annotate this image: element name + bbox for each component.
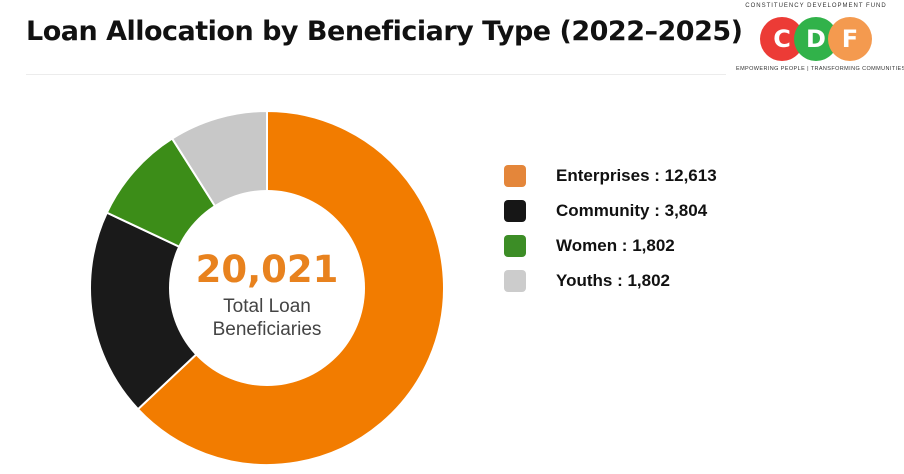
logo-top-text: CONSTITUENCY DEVELOPMENT FUND — [745, 3, 887, 9]
legend-value-enterprises: 12,613 — [664, 166, 717, 185]
legend-swatch-community — [504, 200, 526, 222]
legend-label-women: Women — [556, 236, 618, 255]
legend-value-youths: 1,802 — [627, 271, 671, 290]
legend-swatch-youths — [504, 270, 526, 292]
legend-label-community: Community — [556, 201, 650, 220]
page-title: Loan Allocation by Beneficiary Type (202… — [26, 16, 743, 47]
legend-swatch-enterprises — [504, 165, 526, 187]
cdf-logo: CONSTITUENCY DEVELOPMENT FUND C D F EMPO… — [736, 3, 904, 75]
logo-letter-f: F — [828, 17, 872, 61]
center-total-value: 20,021 — [196, 248, 339, 291]
legend-value-women: 1,802 — [632, 236, 675, 255]
legend-swatch-women — [504, 235, 526, 257]
logo-tagline: EMPOWERING PEOPLE | TRANSFORMING COMMUNI… — [736, 66, 904, 72]
legend-value-community: 3,804 — [664, 201, 708, 220]
center-label-line1: Total Loan — [223, 296, 311, 317]
legend-label-enterprises: Enterprises — [556, 166, 650, 185]
center-label-line2: Beneficiaries — [213, 319, 322, 340]
donut-hole — [169, 190, 365, 386]
title-divider — [26, 74, 726, 75]
legend-label-youths: Youths — [556, 271, 613, 290]
